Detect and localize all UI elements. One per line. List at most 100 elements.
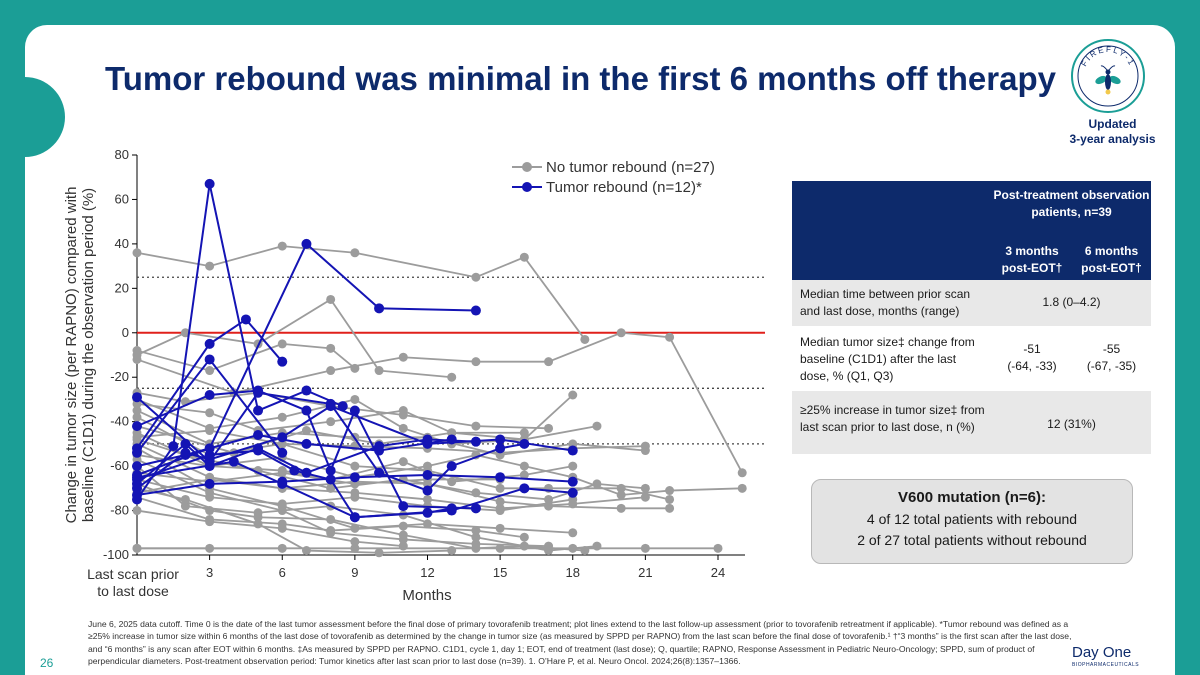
- y-tick-label: -40: [110, 414, 129, 429]
- data-point: [519, 438, 530, 449]
- x-tick-label: 24: [711, 565, 725, 580]
- data-point: [301, 438, 312, 449]
- data-point: [495, 523, 505, 533]
- series-line: [136, 443, 646, 510]
- row-label-rebound-count: ≥25% increase in tumor size‡ from last s…: [800, 403, 985, 434]
- data-point: [132, 490, 142, 500]
- data-point: [519, 532, 529, 542]
- data-point: [374, 366, 384, 376]
- data-point: [277, 468, 287, 478]
- data-point: [616, 490, 626, 500]
- x-zero-label-line: to last dose: [97, 583, 169, 599]
- updated-analysis-note: Updated 3-year analysis: [1045, 117, 1180, 147]
- data-point: [519, 461, 529, 471]
- data-point: [205, 261, 215, 271]
- table-header-title: Post-treatment observation patients, n=3…: [993, 188, 1150, 219]
- data-point: [471, 532, 481, 542]
- data-point: [301, 426, 311, 436]
- data-point: [423, 494, 432, 504]
- data-point: [423, 461, 432, 471]
- data-point: [277, 356, 288, 367]
- data-point: [713, 543, 723, 553]
- y-tick-label: -80: [110, 503, 129, 518]
- data-point: [568, 390, 578, 400]
- data-point: [592, 421, 602, 431]
- series-line: [136, 409, 646, 456]
- data-point: [277, 476, 288, 487]
- data-point: [471, 272, 481, 282]
- data-point: [544, 357, 554, 367]
- data-point: [204, 390, 215, 400]
- data-point: [544, 501, 554, 511]
- data-point: [204, 178, 215, 189]
- callout-title: V600 mutation (n=6):: [898, 489, 1046, 506]
- footnote: June 6, 2025 data cutoff. Time 0 is the …: [88, 619, 1072, 667]
- data-point: [580, 546, 590, 556]
- legend-label: No tumor rebound (n=27): [546, 159, 715, 176]
- x-tick-label: 18: [566, 565, 580, 580]
- data-point: [519, 470, 529, 480]
- x-zero-label-line: Last scan prior: [87, 566, 179, 582]
- legend-marker: [522, 162, 532, 172]
- data-point: [350, 492, 360, 502]
- data-point: [325, 465, 336, 476]
- series-line: [136, 438, 476, 485]
- data-point: [470, 436, 481, 447]
- slide-title: Tumor rebound was minimal in the first 6…: [105, 60, 1056, 97]
- row-value-median-time: 1.8 (0–4.2): [1042, 295, 1101, 309]
- data-point: [301, 238, 312, 249]
- series-line: [136, 298, 452, 379]
- data-point: [326, 366, 336, 376]
- data-point: [277, 447, 288, 458]
- table-row: Median tumor size‡ change from baseline …: [792, 327, 1151, 391]
- updated-note-text: Updated 3-year analysis: [1069, 117, 1156, 146]
- data-point: [398, 410, 408, 420]
- data-point: [253, 430, 264, 440]
- data-point: [470, 503, 481, 514]
- data-point: [640, 483, 650, 493]
- data-point: [665, 494, 675, 504]
- data-point: [132, 406, 142, 416]
- data-point: [422, 485, 433, 496]
- data-point: [568, 461, 578, 471]
- y-tick-label: -60: [110, 458, 129, 473]
- data-point: [422, 507, 433, 518]
- data-point: [471, 421, 481, 431]
- y-tick-label: 0: [122, 325, 129, 340]
- data-point: [205, 408, 215, 418]
- data-point: [640, 543, 650, 553]
- data-point: [640, 492, 650, 502]
- data-point: [204, 443, 215, 454]
- series-line: [136, 183, 344, 501]
- data-point: [374, 548, 384, 558]
- data-point: [374, 303, 385, 314]
- data-point: [398, 423, 408, 433]
- data-point: [326, 294, 336, 304]
- data-point: [349, 405, 360, 416]
- data-point: [240, 314, 251, 325]
- data-point: [567, 487, 578, 498]
- data-point: [132, 354, 142, 364]
- data-point: [180, 501, 190, 511]
- data-point: [519, 541, 529, 551]
- data-point: [337, 401, 348, 412]
- series-line: [136, 483, 585, 552]
- y-tick-label: 20: [115, 280, 129, 295]
- table-header: Post-treatment observation patients, n=3…: [792, 181, 1151, 280]
- data-point: [568, 528, 578, 538]
- day-one-logo: Day One BIOPHARMACEUTICALS: [1072, 641, 1172, 675]
- data-point: [616, 503, 626, 513]
- data-point: [180, 328, 190, 338]
- data-point: [253, 387, 264, 398]
- data-point: [495, 497, 505, 507]
- y-tick-label: -100: [103, 547, 129, 562]
- data-point: [301, 385, 312, 396]
- data-point: [168, 441, 179, 452]
- data-point: [325, 474, 336, 485]
- data-point: [495, 483, 505, 493]
- table-col-3-months: 3 months post-EOT†: [1001, 244, 1063, 275]
- row-value-rebound-count: 12 (31%): [1047, 417, 1096, 431]
- data-point: [737, 468, 747, 478]
- data-point: [204, 354, 215, 365]
- data-point: [592, 479, 602, 489]
